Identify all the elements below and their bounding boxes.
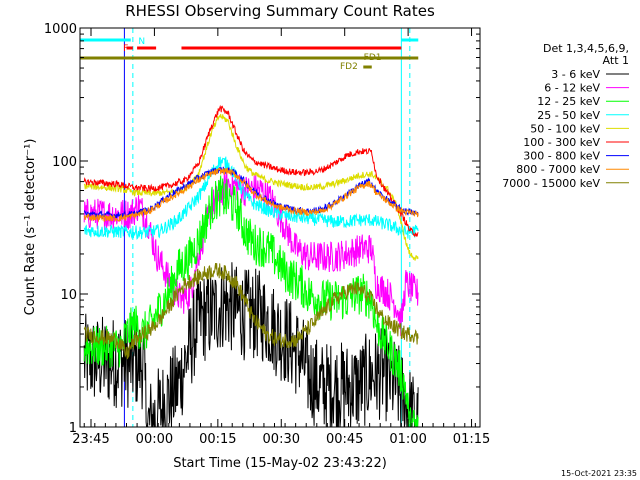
annotation-label: N bbox=[138, 37, 145, 47]
legend-entry-label: 12 - 25 keV bbox=[537, 95, 600, 108]
x-tick-label: 00:30 bbox=[263, 432, 300, 447]
chart-title: RHESSI Observing Summary Count Rates bbox=[125, 2, 435, 20]
legend-title: Det 1,3,4,5,6,9, bbox=[543, 42, 629, 55]
y-tick-label: 10 bbox=[60, 288, 77, 303]
series-line bbox=[83, 169, 419, 337]
legend-entry-label: 100 - 300 keV bbox=[523, 136, 600, 149]
series-line bbox=[83, 263, 419, 360]
annotation-label: F bbox=[123, 44, 128, 54]
series-line bbox=[83, 167, 419, 223]
axes bbox=[79, 27, 481, 428]
y-tick-label: 100 bbox=[52, 155, 77, 170]
timestamp: 15-Oct-2021 23:35 bbox=[561, 469, 637, 478]
series-line bbox=[83, 156, 419, 240]
tick-marks: 23:45 00:00 00:15 00:30 00:45 01:00 01:15 1 10 10… bbox=[44, 22, 490, 447]
x-tick-label: 01:00 bbox=[389, 432, 426, 447]
x-axis-label: Start Time (15-May-02 23:43:22) bbox=[173, 456, 387, 471]
x-tick-label: 00:15 bbox=[199, 432, 236, 447]
legend-entry-label: 25 - 50 keV bbox=[537, 109, 600, 122]
series-line bbox=[83, 113, 419, 261]
legend-entry-label: 3 - 6 keV bbox=[551, 68, 600, 81]
y-tick-label: 1000 bbox=[44, 22, 77, 37]
legend-entry-label: 6 - 12 keV bbox=[544, 82, 600, 95]
series-layer bbox=[83, 104, 419, 428]
y-tick-label: 1 bbox=[69, 421, 77, 436]
legend-entry-label: 7000 - 15000 keV bbox=[502, 177, 600, 190]
flag-bars bbox=[80, 38, 419, 69]
annotation-label: FD2 bbox=[340, 62, 358, 72]
annotations: FN FD1 FD2 bbox=[123, 37, 381, 72]
legend-title: Att 1 bbox=[603, 54, 629, 67]
plot-frame bbox=[79, 27, 481, 428]
x-tick-label: 01:15 bbox=[453, 432, 490, 447]
legend-entry-label: 50 - 100 keV bbox=[530, 122, 600, 135]
legend-entry-label: 300 - 800 keV bbox=[523, 150, 600, 163]
legend-entry-label: 800 - 7000 keV bbox=[516, 163, 600, 176]
series-line bbox=[83, 175, 419, 428]
y-axis-label: Count Rate (s⁻¹ detector⁻¹) bbox=[23, 139, 38, 316]
x-tick-label: 00:00 bbox=[136, 432, 173, 447]
series-line bbox=[83, 104, 419, 238]
series-line bbox=[83, 262, 419, 428]
x-tick-label: 23:45 bbox=[72, 432, 109, 447]
x-tick-label: 00:45 bbox=[326, 432, 363, 447]
annotation-label: FD1 bbox=[364, 53, 382, 63]
